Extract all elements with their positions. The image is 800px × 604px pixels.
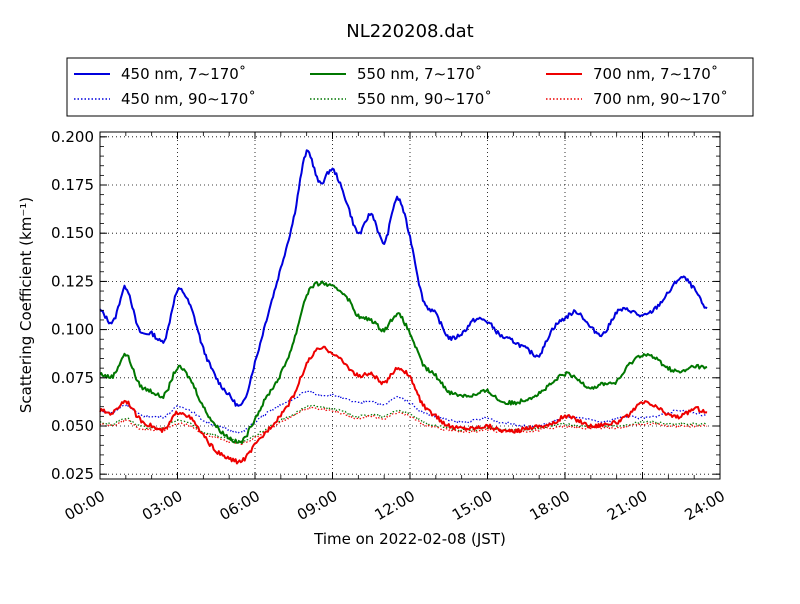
y-tick-label: 0.125 bbox=[51, 272, 94, 290]
x-tick-label: 03:00 bbox=[139, 487, 185, 524]
y-tick-label: 0.075 bbox=[51, 369, 94, 387]
tick-marks bbox=[99, 132, 721, 479]
x-tick-label: 09:00 bbox=[294, 487, 340, 524]
legend: 450 nm, 7∼170˚ 450 nm, 90∼170˚ 550 nm, 7∼1… bbox=[66, 57, 754, 117]
series-line-3 bbox=[99, 404, 708, 443]
y-axis-label: Scattering Coefficient (km⁻¹) bbox=[17, 197, 35, 413]
legend-label-4: 700 nm, 7∼170˚ bbox=[593, 65, 718, 83]
x-tick-label: 12:00 bbox=[372, 487, 418, 524]
legend-label-1: 450 nm, 90∼170˚ bbox=[121, 90, 256, 108]
chart-title: NL220208.dat bbox=[346, 21, 473, 42]
y-tick-label: 0.100 bbox=[51, 321, 94, 339]
legend-label-5: 700 nm, 90∼170˚ bbox=[593, 90, 728, 108]
x-tick-label: 15:00 bbox=[449, 487, 495, 524]
legend-box bbox=[66, 57, 754, 117]
series-line-1 bbox=[99, 390, 708, 434]
x-tick-labels: 00:00 03:00 06:00 09:00 12:00 15:00 18:00 21:00… bbox=[62, 487, 728, 524]
legend-label-3: 550 nm, 90∼170˚ bbox=[357, 90, 492, 108]
x-axis-label: Time on 2022-02-08 (JST) bbox=[313, 530, 506, 548]
y-tick-label: 0.175 bbox=[51, 176, 94, 194]
x-tick-label: 24:00 bbox=[682, 487, 728, 524]
legend-label-0: 450 nm, 7∼170˚ bbox=[121, 65, 246, 83]
x-tick-label: 18:00 bbox=[527, 487, 573, 524]
series-line-4 bbox=[99, 345, 708, 465]
x-tick-label: 21:00 bbox=[604, 487, 650, 524]
series-layer bbox=[99, 149, 708, 465]
series-line-0 bbox=[99, 149, 708, 407]
y-tick-label: 0.050 bbox=[51, 417, 94, 435]
y-tick-label: 0.150 bbox=[51, 224, 94, 242]
x-tick-label: 00:00 bbox=[62, 487, 108, 524]
x-tick-label: 06:00 bbox=[217, 487, 263, 524]
y-tick-label: 0.025 bbox=[51, 465, 94, 483]
legend-label-2: 550 nm, 7∼170˚ bbox=[357, 65, 482, 83]
series-line-2 bbox=[99, 280, 708, 444]
y-tick-labels: 0.025 0.050 0.075 0.100 0.125 0.150 0.175 0.200 bbox=[51, 128, 94, 483]
y-tick-label: 0.200 bbox=[51, 128, 94, 146]
